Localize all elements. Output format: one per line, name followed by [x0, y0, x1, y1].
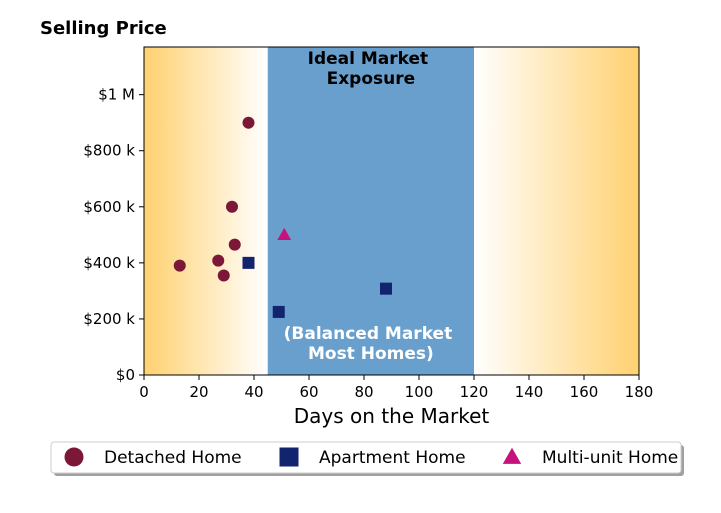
band-bottom-label: (Balanced Market Most Homes) [284, 324, 459, 364]
detached-home-point [228, 238, 241, 251]
legend-detached-home-label: Detached Home [104, 448, 242, 468]
plot-frame [143, 46, 640, 376]
detached-home-point [217, 269, 230, 282]
y-tick-label: $400 k [83, 254, 135, 272]
x-tick-label: 40 [244, 383, 263, 401]
legend-box [50, 441, 682, 474]
legend-detached-home-marker [64, 447, 84, 467]
band-top-label-line-2: Exposure [327, 69, 416, 89]
ideal-exposure-band [267, 47, 474, 375]
apartment-home-point [380, 282, 392, 295]
legend-apartment-home-label: Apartment Home [319, 448, 466, 468]
band-bottom-label-line-2: Most Homes) [308, 344, 434, 364]
y-tick-label: $0 [116, 366, 135, 384]
apartment-home-point [272, 305, 285, 318]
y-axis-title: Selling Price [40, 18, 167, 39]
detached-home-point [173, 259, 186, 272]
x-tick-label: 0 [139, 383, 149, 401]
data-points [173, 116, 392, 318]
x-tick-label: 100 [405, 383, 434, 401]
apartment-home-point [242, 256, 255, 269]
x-tick-label: 180 [625, 383, 654, 401]
x-axis: 0 20 40 60 80 100 120 140 160 180 [139, 375, 653, 401]
legend: Detached Home Apartment Home Multi-unit Ho… [50, 441, 684, 476]
x-tick-label: 140 [515, 383, 544, 401]
x-tick-label: 120 [460, 383, 489, 401]
detached-home-point [242, 116, 255, 129]
y-tick-label: $600 k [83, 198, 135, 216]
multi-unit-home-point [277, 227, 292, 241]
y-tick-label: $1 M [98, 86, 135, 104]
x-tick-label: 20 [189, 383, 208, 401]
x-tick-label: 60 [299, 383, 318, 401]
detached-home-point [212, 254, 225, 267]
detached-home-point [226, 200, 238, 213]
band-top-label-line-1: Ideal Market [308, 49, 429, 69]
band-top-label: Ideal Market Exposure [308, 49, 434, 89]
legend-multi-unit-home-label: Multi-unit Home [542, 448, 678, 468]
y-tick-label: $200 k [83, 310, 135, 328]
x-tick-label: 160 [570, 383, 599, 401]
legend-multi-unit-home-marker [502, 447, 522, 464]
legend-apartment-home-marker [279, 447, 299, 467]
plot-area: Ideal Market Exposure (Balanced Market M… [143, 46, 640, 376]
x-tick-label: 80 [354, 383, 373, 401]
x-axis-title: Days on the Market [294, 404, 490, 428]
y-tick-label: $800 k [83, 142, 135, 160]
y-axis: $0 $200 k $400 k $600 k $800 k $1 M [83, 86, 144, 384]
band-bottom-label-line-1: (Balanced Market [284, 324, 453, 344]
